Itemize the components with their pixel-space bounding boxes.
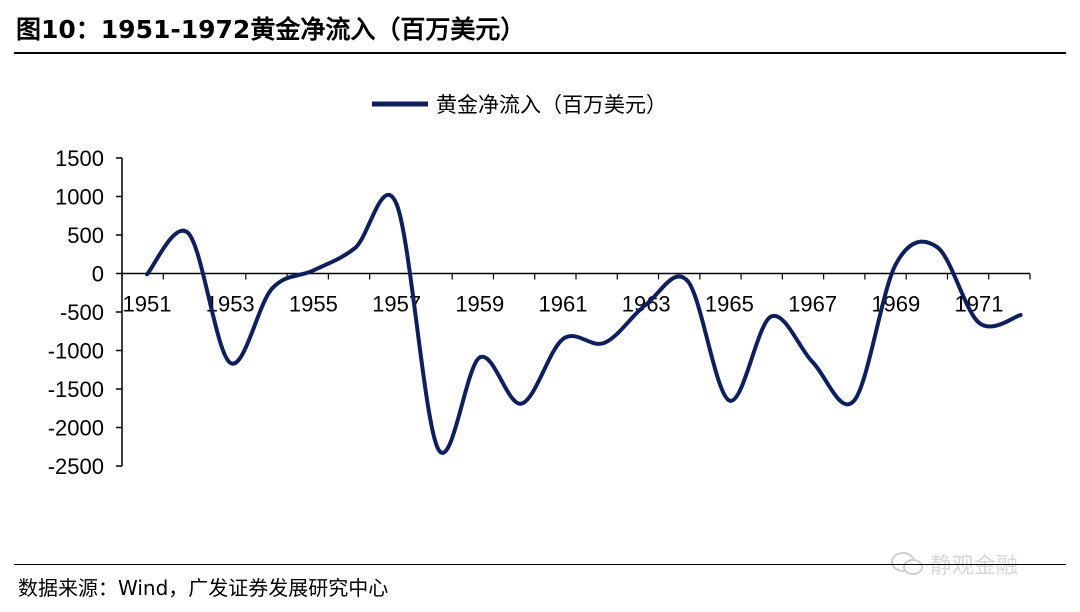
legend-label: 黄金净流入（百万美元） bbox=[436, 93, 667, 117]
x-axis: 1951 1953 1955 1957 1959 1961 1963 1965 1967 1969… bbox=[121, 272, 1031, 317]
y-axis: 1500 1000 500 0 -500 -1000 -1500 -2000 -2500 bbox=[48, 146, 123, 479]
y-tick-label: -2000 bbox=[48, 416, 104, 441]
x-tick-label: 1961 bbox=[539, 292, 588, 317]
y-tick-label: -1500 bbox=[48, 377, 104, 402]
y-tick-label: 1500 bbox=[55, 146, 104, 171]
y-tick-label: -500 bbox=[60, 300, 104, 325]
y-tick-label: 1000 bbox=[55, 185, 104, 210]
y-tick-label: 500 bbox=[67, 223, 104, 248]
y-tick-label: -2500 bbox=[48, 454, 104, 479]
legend: 黄金净流入（百万美元） bbox=[372, 93, 667, 117]
series-line bbox=[145, 193, 1023, 455]
line-chart: 黄金净流入（百万美元） 1500 1000 500 0 -500 -1000 -1500 -2… bbox=[48, 93, 1031, 479]
y-tick-label: -1000 bbox=[48, 339, 104, 364]
x-tick-label: 1951 bbox=[123, 292, 172, 317]
figure-title: 图10：1951-1972黄金净流入（百万美元） bbox=[16, 15, 526, 44]
x-tick-label: 1955 bbox=[289, 292, 338, 317]
x-tick-label: 1965 bbox=[705, 292, 754, 317]
title-rule bbox=[14, 52, 1066, 54]
watermark: 静观金融 bbox=[890, 548, 1018, 580]
data-points bbox=[147, 204, 1021, 449]
source-note: 数据来源：Wind，广发证券发展研究中心 bbox=[18, 576, 389, 600]
y-tick-label: 0 bbox=[92, 262, 104, 287]
x-tick-label: 1967 bbox=[788, 292, 837, 317]
watermark-text: 静观金融 bbox=[930, 554, 1019, 579]
x-tick-label: 1959 bbox=[455, 292, 504, 317]
source-rule bbox=[14, 564, 1066, 565]
wechat-icon bbox=[891, 552, 923, 575]
